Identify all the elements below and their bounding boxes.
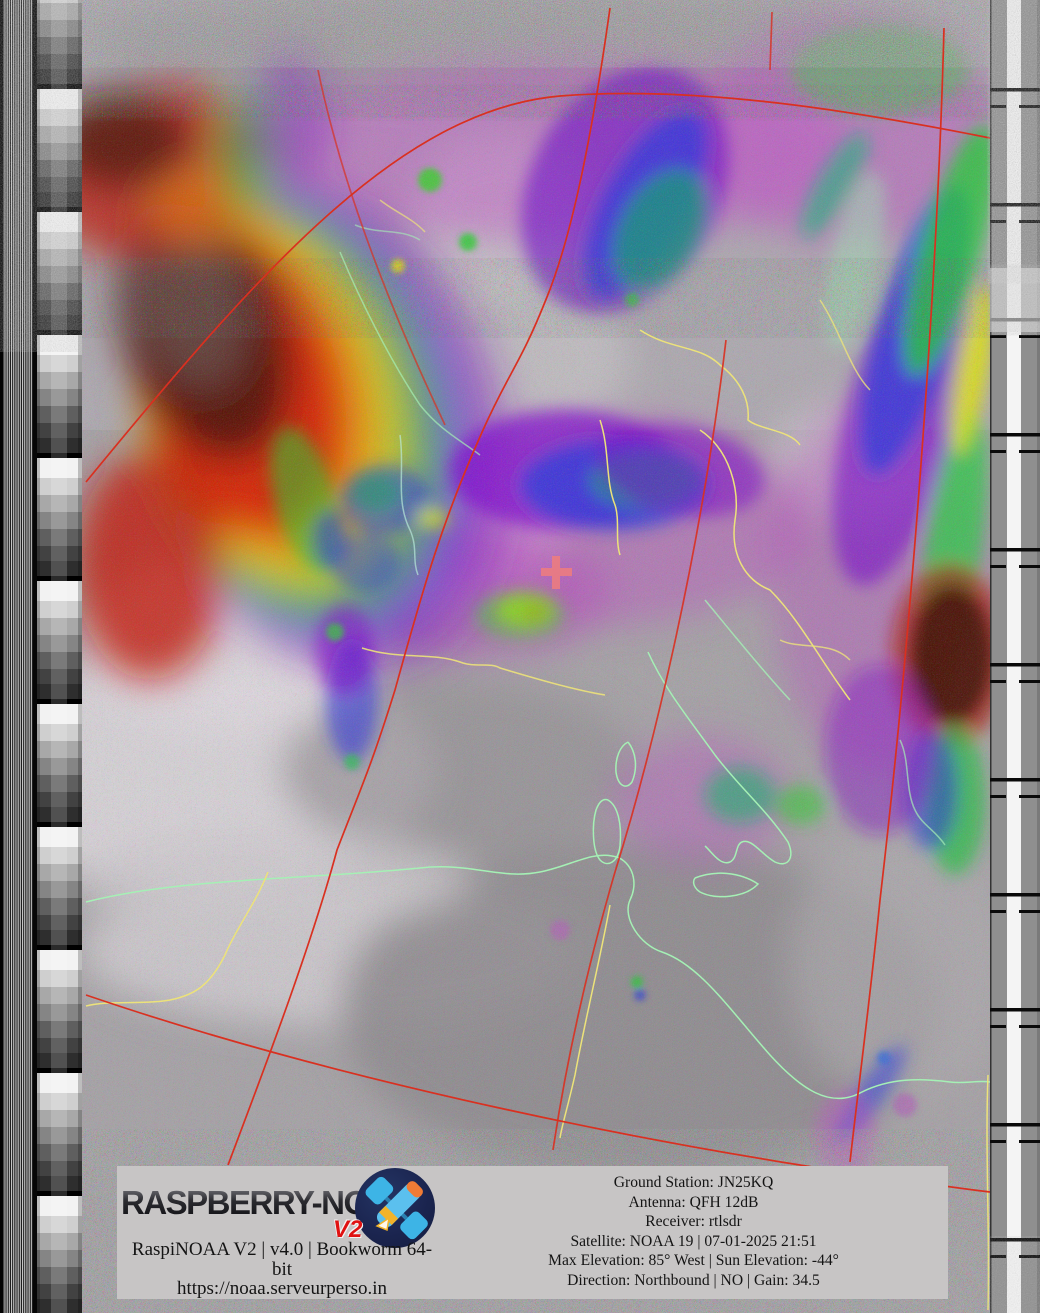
system-info: RaspiNOAA V2 | v4.0 | Bookworm 64-bit ht… xyxy=(122,1240,442,1299)
info-line-ground-station: Ground Station: JN25KQ xyxy=(613,1174,774,1191)
info-line-elevation: Max Elevation: 85° West | Sun Elevation:… xyxy=(548,1252,839,1270)
country-borders xyxy=(85,199,990,1311)
info-line-satellite: Satellite: NOAA 19 | 07-01-2025 21:51 xyxy=(570,1232,817,1250)
station-url: https://noaa.serveurperso.in xyxy=(176,1278,387,1299)
telemetry-bar-right xyxy=(990,0,1040,1313)
brand-wordmark: RASPBERRY-NOAA xyxy=(121,1184,381,1221)
brand-text: RASPBERRY-NOAA xyxy=(121,1184,381,1221)
earth-scene xyxy=(82,0,990,1313)
graticule xyxy=(85,7,990,1193)
brand-logo: RASPBERRY-NOAA V2 xyxy=(121,1166,447,1248)
ground-station-marker xyxy=(541,556,572,589)
logo-dish xyxy=(375,1216,391,1232)
info-line-receiver: Receiver: rtlsdr xyxy=(645,1213,742,1231)
station-info: Ground Station: JN25KQ Antenna: QFH 12dB… xyxy=(439,1173,948,1291)
info-line-direction: Direction: Northbound | NO | Gain: 34.5 xyxy=(567,1271,820,1289)
coastlines xyxy=(85,224,990,1100)
version-badge: V2 xyxy=(333,1216,363,1243)
logo-satellite-icon xyxy=(365,1176,428,1240)
left-bar-noise xyxy=(0,0,82,335)
system-version-line: RaspiNOAA V2 | v4.0 | Bookworm 64-bit xyxy=(131,1239,433,1280)
logo-circle xyxy=(355,1168,435,1248)
branding-block: RASPBERRY-NOAA V2 xyxy=(117,1166,447,1299)
info-line-antenna: Antenna: QFH 12dB xyxy=(628,1193,759,1211)
footer-banner: RASPBERRY-NOAA V2 xyxy=(117,1166,948,1299)
